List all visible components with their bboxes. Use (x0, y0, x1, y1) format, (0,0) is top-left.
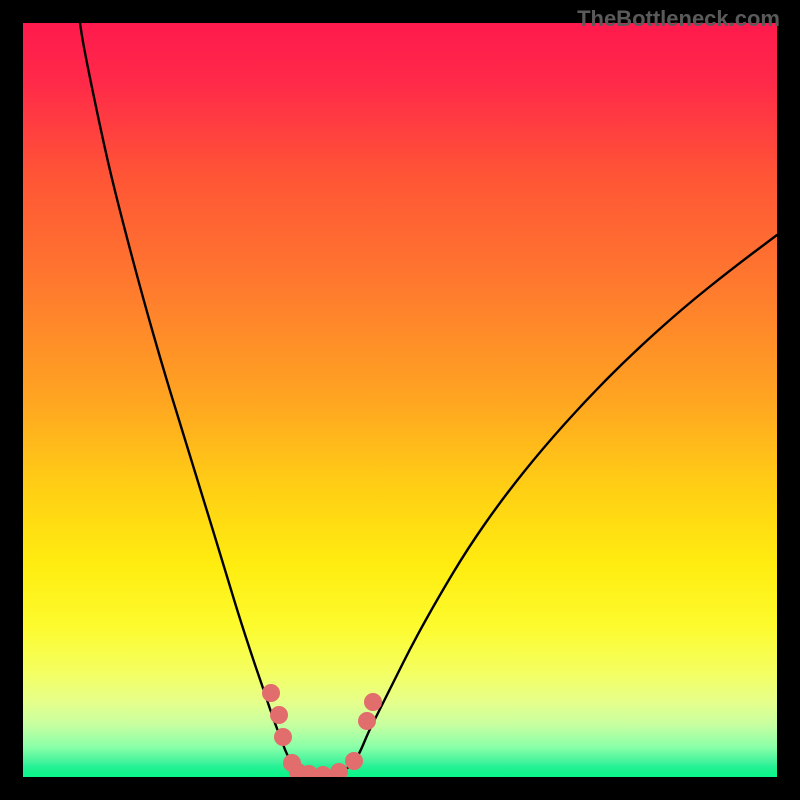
valley-marker (331, 764, 348, 778)
valley-marker (263, 685, 280, 702)
outer-frame: TheBottleneck.com (0, 0, 800, 800)
valley-marker (346, 753, 363, 770)
valley-marker (359, 713, 376, 730)
valley-marker (365, 694, 382, 711)
valley-marker (275, 729, 292, 746)
curve-right-arm (355, 235, 777, 761)
valley-marker (271, 707, 288, 724)
watermark-text: TheBottleneck.com (577, 6, 780, 32)
valley-marker (315, 767, 332, 778)
plot-area (23, 23, 777, 777)
curve-left-arm (80, 23, 355, 775)
curves-layer (23, 23, 777, 777)
